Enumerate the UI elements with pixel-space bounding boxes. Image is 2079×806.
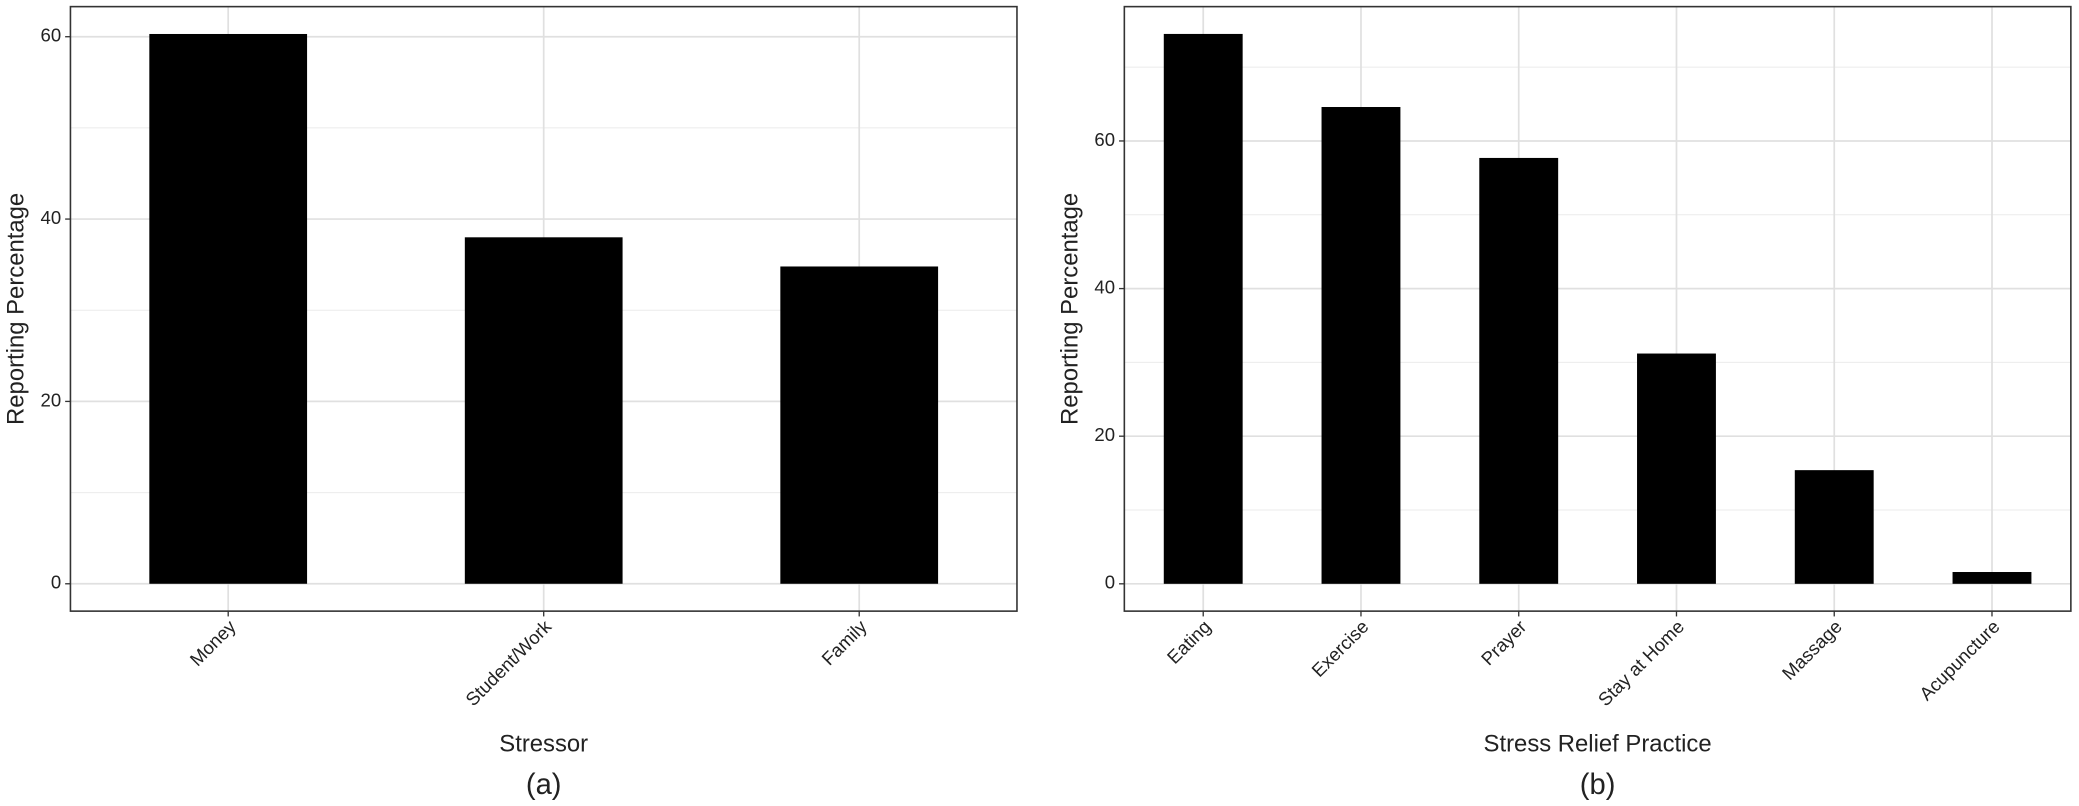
bar: [464, 237, 623, 584]
bar: [1794, 470, 1874, 584]
y-tick-label: 0: [1105, 572, 1115, 593]
x-tick-label: Acupuncture: [1915, 616, 2003, 704]
panel-border: [69, 5, 1018, 612]
x-tick-label: Massage: [1778, 616, 1846, 684]
caption: (a): [526, 769, 562, 801]
x-axis-title: Stress Relief Practice: [1484, 730, 1712, 757]
y-tick-label: 20: [1094, 424, 1115, 445]
x-tick-label: Money: [186, 615, 241, 670]
bar: [1952, 572, 2032, 584]
x-tick-label: Student/Work: [461, 615, 556, 710]
bar: [780, 266, 939, 584]
x-tick-label: Family: [817, 615, 871, 669]
y-axis-title: Reporting Percentage: [3, 193, 30, 425]
caption: (b): [1580, 769, 1616, 801]
x-tick-label: Stay at Home: [1594, 616, 1688, 710]
bar: [1637, 353, 1716, 584]
y-tick-label: 60: [1094, 129, 1115, 150]
panel-background: [1124, 6, 2071, 612]
x-tick-label: Eating: [1163, 616, 1215, 668]
bar: [149, 33, 308, 584]
x-tick-label: Exercise: [1307, 616, 1372, 681]
panel-border: [1123, 5, 2072, 612]
y-tick-label: 60: [41, 25, 62, 46]
y-axis-title: Reporting Percentage: [1057, 193, 1084, 425]
x-tick-label: Prayer: [1477, 616, 1530, 669]
y-tick-label: 0: [51, 572, 61, 593]
y-tick-label: 40: [1094, 276, 1115, 297]
y-tick-label: 40: [41, 207, 62, 228]
bar: [1479, 157, 1559, 584]
x-axis-title: Stressor: [499, 730, 588, 757]
bar: [1321, 107, 1401, 584]
y-tick-label: 20: [41, 389, 62, 410]
bar: [1163, 33, 1243, 584]
